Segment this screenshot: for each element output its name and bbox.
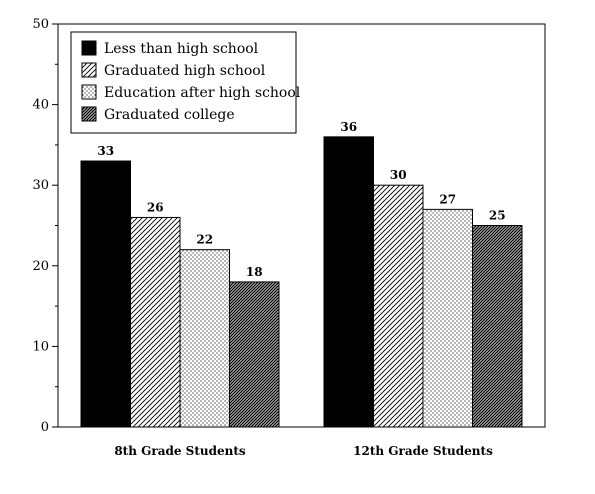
legend: Less than high school Graduated high scho… — [70, 31, 301, 134]
legend-swatch — [81, 40, 97, 56]
data-label: 30 — [390, 168, 407, 182]
legend-swatch — [81, 106, 97, 122]
y-tick-label: 30 — [32, 178, 49, 193]
bar-2-4 — [472, 225, 523, 428]
data-label: 27 — [439, 192, 456, 206]
legend-label: Education after high school — [104, 85, 301, 101]
bar-1-2 — [130, 216, 181, 428]
data-label: 25 — [489, 209, 506, 223]
bar-1-1 — [80, 160, 131, 428]
bar-2-1 — [323, 136, 374, 428]
data-label: 36 — [340, 120, 357, 134]
legend-label: Graduated college — [104, 107, 235, 123]
data-labels: 33 26 22 18 36 30 27 25 — [97, 120, 505, 279]
data-label: 22 — [196, 233, 213, 247]
data-label: 26 — [147, 200, 164, 214]
axes: 0 10 20 30 40 50 8th Grade Students 12th Grade … — [32, 17, 546, 458]
bar-1-4 — [229, 281, 280, 428]
y-tick-label: 40 — [32, 98, 49, 113]
legend-box — [70, 31, 297, 134]
data-label: 18 — [246, 265, 263, 279]
bar-1-3 — [179, 249, 230, 428]
bar-2-2 — [373, 184, 424, 428]
y-tick-label: 0 — [41, 420, 49, 435]
y-tick-label: 50 — [32, 17, 49, 32]
y-tick-label: 20 — [32, 259, 49, 274]
legend-swatch — [81, 84, 97, 100]
y-tick-label: 10 — [32, 339, 49, 354]
x-category-label: 12th Grade Students — [353, 444, 493, 458]
bar-2-3 — [422, 208, 473, 428]
bars — [80, 136, 523, 428]
data-label: 33 — [97, 144, 114, 158]
legend-label: Graduated high school — [104, 63, 266, 79]
x-category-label: 8th Grade Students — [114, 444, 246, 458]
legend-label: Less than high school — [104, 41, 259, 57]
legend-swatch — [81, 62, 97, 78]
